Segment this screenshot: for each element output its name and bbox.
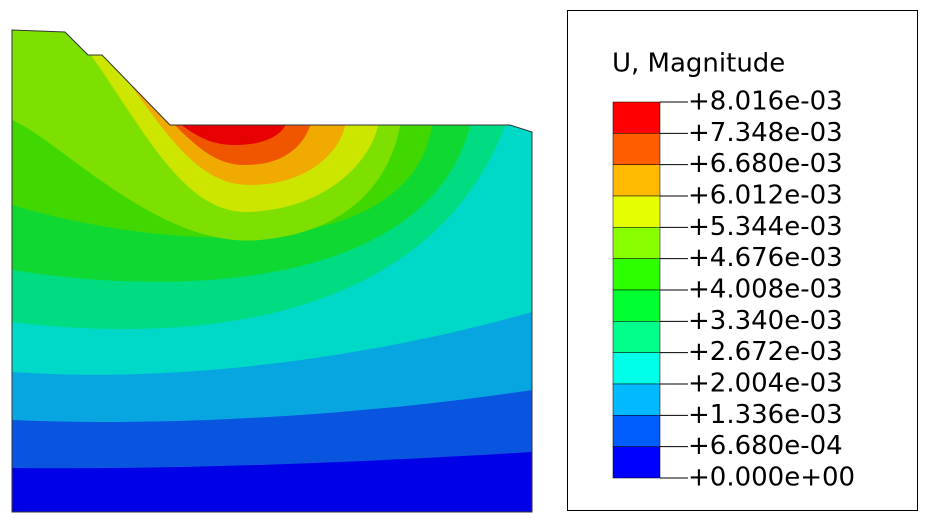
legend-label: +1.336e-03 bbox=[688, 400, 843, 430]
legend-label: +4.676e-03 bbox=[688, 243, 843, 273]
legend-swatch bbox=[612, 101, 661, 134]
legend-label: +5.344e-03 bbox=[688, 212, 843, 242]
legend-label: +2.004e-03 bbox=[688, 369, 843, 399]
legend-label: +3.340e-03 bbox=[688, 306, 843, 336]
legend: +8.016e-03+7.348e-03+6.680e-03+6.012e-03… bbox=[612, 87, 855, 493]
legend-swatch bbox=[612, 446, 661, 479]
legend-swatch bbox=[612, 289, 661, 322]
legend-swatch bbox=[612, 258, 661, 291]
legend-swatch bbox=[612, 227, 661, 259]
legend-label: +6.680e-04 bbox=[688, 431, 843, 461]
legend-title: U, Magnitude bbox=[612, 49, 785, 79]
legend-label: +2.672e-03 bbox=[688, 337, 843, 367]
legend-label: +0.000e+00 bbox=[688, 463, 855, 493]
legend-label: +6.680e-03 bbox=[688, 149, 843, 179]
legend-label: +8.016e-03 bbox=[688, 87, 843, 117]
contour-plot bbox=[12, 30, 532, 512]
legend-swatch bbox=[612, 195, 661, 228]
legend-swatch bbox=[612, 133, 661, 165]
legend-swatch bbox=[612, 321, 661, 353]
legend-swatch bbox=[612, 415, 661, 447]
domain-outline bbox=[11, 29, 533, 513]
legend-swatch bbox=[612, 352, 661, 385]
legend-label: +4.008e-03 bbox=[688, 275, 843, 305]
legend-swatch bbox=[612, 383, 661, 416]
legend-label: +6.012e-03 bbox=[688, 181, 843, 211]
legend-label: +7.348e-03 bbox=[688, 118, 843, 148]
legend-swatch bbox=[612, 164, 661, 197]
